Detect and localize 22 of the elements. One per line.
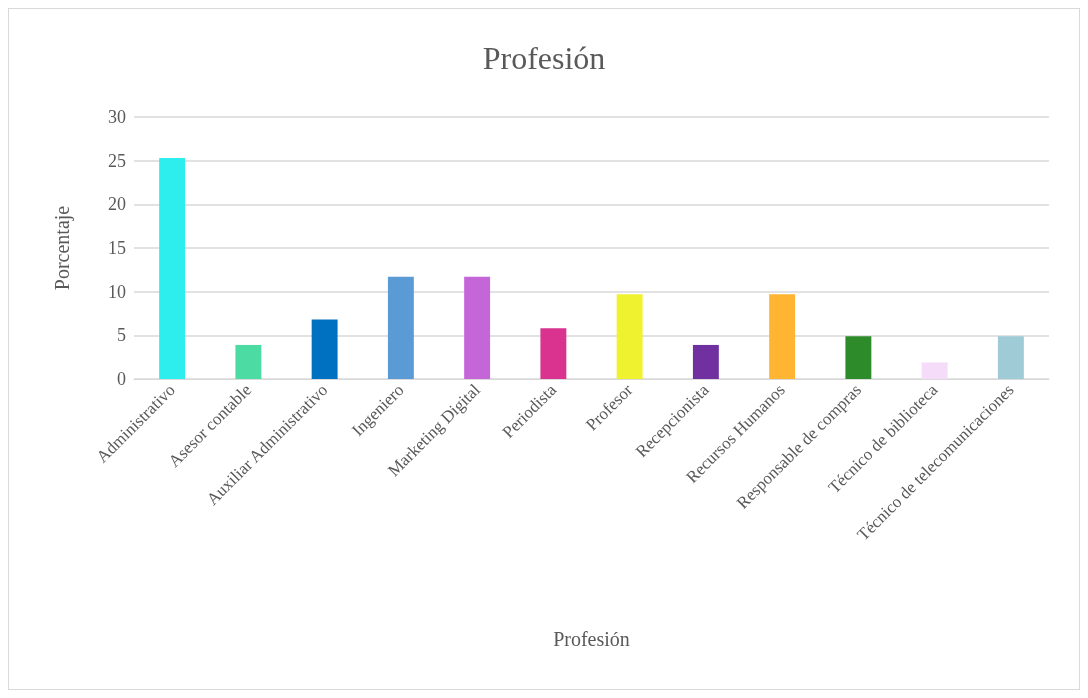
bar xyxy=(692,344,719,379)
y-tick-label: 10 xyxy=(108,281,126,302)
bar xyxy=(235,344,262,379)
bar xyxy=(616,294,643,379)
bar xyxy=(997,336,1024,379)
y-tick-label: 30 xyxy=(108,107,126,127)
y-axis-title: Porcentaje xyxy=(51,205,74,291)
bar xyxy=(464,276,491,379)
y-tick-label: 0 xyxy=(117,369,126,389)
y-tick-label: 5 xyxy=(117,325,126,346)
chart-title: Profesión xyxy=(482,40,606,76)
bar xyxy=(159,158,186,379)
x-axis-title: Profesión xyxy=(553,628,630,650)
y-tick-label: 20 xyxy=(108,194,126,215)
bar xyxy=(769,294,796,379)
y-tick-label: 15 xyxy=(108,238,126,258)
y-tick-label: 25 xyxy=(108,150,126,171)
bar xyxy=(540,328,567,379)
bar xyxy=(921,362,948,379)
bar xyxy=(845,336,872,379)
bar xyxy=(387,276,414,379)
bar xyxy=(311,319,338,379)
